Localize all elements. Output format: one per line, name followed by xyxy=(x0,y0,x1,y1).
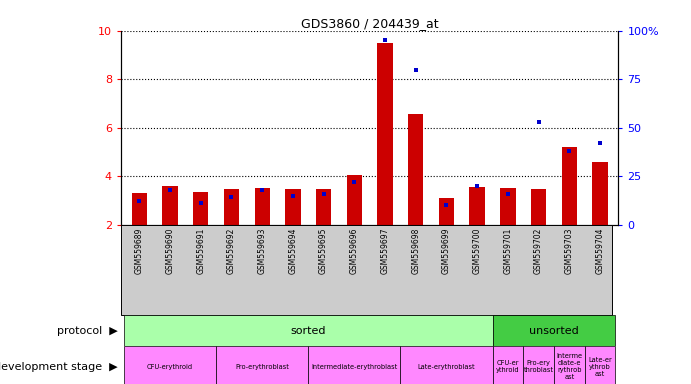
Bar xyxy=(347,175,362,225)
Point xyxy=(349,179,360,185)
Text: GSM559704: GSM559704 xyxy=(596,227,605,274)
Text: GSM559698: GSM559698 xyxy=(411,227,420,274)
Point xyxy=(564,148,575,154)
Point xyxy=(134,198,145,204)
Bar xyxy=(585,346,616,384)
Bar xyxy=(224,189,239,225)
Bar xyxy=(523,346,554,384)
Bar xyxy=(439,198,454,225)
Point xyxy=(226,194,237,200)
Point xyxy=(164,187,176,193)
Text: GSM559690: GSM559690 xyxy=(166,227,175,274)
Point xyxy=(533,119,544,125)
Bar xyxy=(493,346,523,384)
Text: GSM559697: GSM559697 xyxy=(381,227,390,274)
Text: development stage  ▶: development stage ▶ xyxy=(0,361,117,372)
Bar xyxy=(316,189,331,225)
Point xyxy=(594,140,605,146)
Bar xyxy=(408,114,424,225)
Point xyxy=(196,200,207,206)
Bar xyxy=(124,315,493,346)
Text: GSM559695: GSM559695 xyxy=(319,227,328,274)
Bar xyxy=(124,346,216,384)
Point xyxy=(379,37,390,43)
Text: GSM559691: GSM559691 xyxy=(196,227,205,274)
Text: sorted: sorted xyxy=(290,326,326,336)
Text: GSM559692: GSM559692 xyxy=(227,227,236,274)
Bar xyxy=(377,43,392,225)
Text: Late-erythroblast: Late-erythroblast xyxy=(417,364,475,369)
Point xyxy=(472,183,483,189)
Text: GSM559703: GSM559703 xyxy=(565,227,574,274)
Bar xyxy=(400,346,493,384)
Text: Intermediate-erythroblast: Intermediate-erythroblast xyxy=(311,364,397,369)
Point xyxy=(287,192,299,199)
Text: protocol  ▶: protocol ▶ xyxy=(57,326,117,336)
Text: GSM559700: GSM559700 xyxy=(473,227,482,274)
Text: GSM559689: GSM559689 xyxy=(135,227,144,274)
Text: GSM559699: GSM559699 xyxy=(442,227,451,274)
Bar xyxy=(562,147,577,225)
Bar xyxy=(193,192,209,225)
Bar xyxy=(308,346,400,384)
Bar xyxy=(469,187,485,225)
Point xyxy=(318,190,329,197)
Text: GSM559702: GSM559702 xyxy=(534,227,543,274)
Bar xyxy=(132,193,147,225)
Bar xyxy=(500,188,515,225)
Text: GSM559696: GSM559696 xyxy=(350,227,359,274)
Text: unsorted: unsorted xyxy=(529,326,579,336)
Text: Interme
diate-e
rythrob
ast: Interme diate-e rythrob ast xyxy=(556,353,583,380)
Point xyxy=(502,190,513,197)
Text: CFU-er
ythroid: CFU-er ythroid xyxy=(496,360,520,373)
Text: GSM559693: GSM559693 xyxy=(258,227,267,274)
Bar xyxy=(531,189,547,225)
Bar xyxy=(493,315,616,346)
Text: Pro-ery
throblast: Pro-ery throblast xyxy=(524,360,553,373)
Point xyxy=(410,66,422,73)
Text: GSM559701: GSM559701 xyxy=(503,227,513,274)
Bar xyxy=(254,188,270,225)
Text: GSM559694: GSM559694 xyxy=(288,227,297,274)
Bar xyxy=(554,346,585,384)
Bar xyxy=(285,189,301,225)
Point xyxy=(441,202,452,209)
Bar xyxy=(592,162,607,225)
Text: CFU-erythroid: CFU-erythroid xyxy=(147,364,193,369)
Title: GDS3860 / 204439_at: GDS3860 / 204439_at xyxy=(301,17,439,30)
Text: Pro-erythroblast: Pro-erythroblast xyxy=(235,364,289,369)
Point xyxy=(256,187,267,193)
Bar xyxy=(216,346,308,384)
Text: Late-er
ythrob
ast: Late-er ythrob ast xyxy=(588,356,612,377)
Bar xyxy=(162,186,178,225)
